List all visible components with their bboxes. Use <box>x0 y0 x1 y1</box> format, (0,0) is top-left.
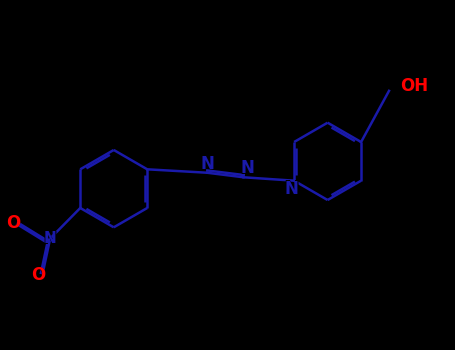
Text: O: O <box>6 214 21 232</box>
Text: O: O <box>31 266 46 284</box>
Text: O: O <box>5 213 22 232</box>
Text: N: N <box>284 180 300 198</box>
Text: N: N <box>200 155 214 173</box>
Text: O: O <box>30 266 47 285</box>
Text: N: N <box>240 159 254 177</box>
Text: N: N <box>285 180 299 198</box>
Text: N: N <box>43 230 57 248</box>
Text: OH: OH <box>400 77 433 96</box>
Text: N: N <box>239 159 255 178</box>
Text: N: N <box>44 231 56 246</box>
Text: OH: OH <box>400 77 429 95</box>
Text: N: N <box>199 154 215 173</box>
